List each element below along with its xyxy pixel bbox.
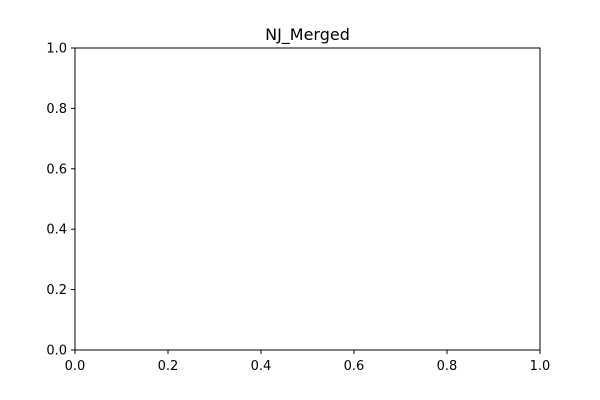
y-tick-label: 0.4 [46,223,67,238]
x-tick-label: 0.6 [344,359,365,374]
y-tick-label: 0.2 [46,283,67,298]
x-tick-label: 0.4 [251,359,272,374]
chart-title: NJ_Merged [265,25,350,45]
plot-area [75,48,540,350]
y-tick-label: 1.0 [46,42,67,57]
y-tick-label: 0.8 [46,102,67,117]
y-axis: 0.0 0.2 0.4 0.6 0.8 1.0 [46,42,75,359]
y-tick-label: 0.6 [46,162,67,177]
plot-frame [74,47,541,351]
x-tick-label: 0.2 [158,359,179,374]
y-tick-label: 0.0 [46,344,67,359]
x-tick-label: 0.8 [437,359,458,374]
x-tick-label: 0.0 [65,359,86,374]
x-axis: 0.0 0.2 0.4 0.6 0.8 1.0 [65,350,551,374]
x-tick-label: 1.0 [530,359,551,374]
